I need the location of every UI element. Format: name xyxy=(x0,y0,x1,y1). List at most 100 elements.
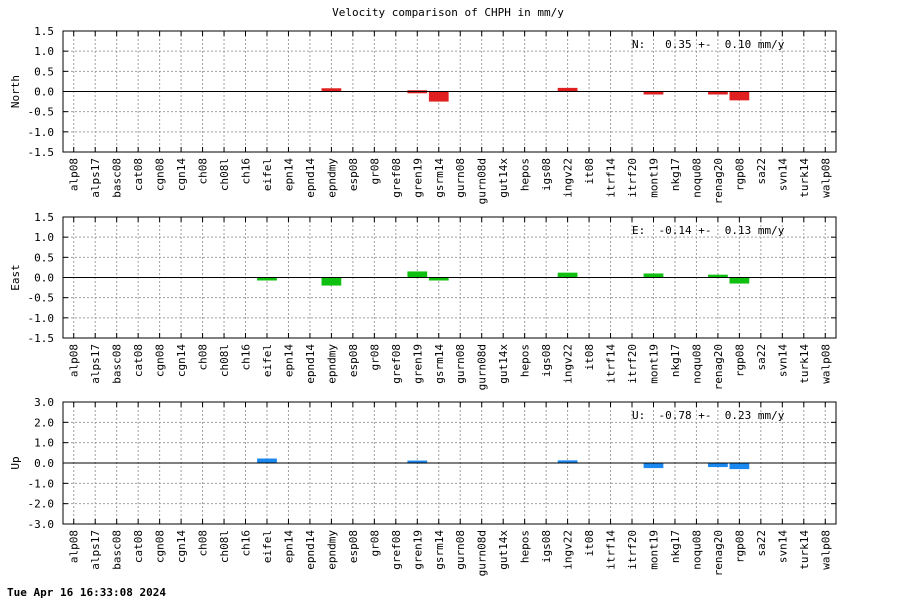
y-tick-label: 3.0 xyxy=(34,396,54,409)
bar-mont19 xyxy=(643,463,664,469)
x-tick-label-cat08: cat08 xyxy=(132,530,145,563)
velocity-annotation: E: -0.14 +- 0.13 mm/y xyxy=(632,224,785,237)
x-tick-label-gurn08d: gurn08d xyxy=(476,158,489,204)
x-tick-label-alp08: alp08 xyxy=(68,530,81,563)
bar-epndmy xyxy=(321,277,342,286)
x-tick-label-walp08: walp08 xyxy=(819,344,832,384)
y-tick-label: -0.5 xyxy=(28,106,55,119)
bar-rgp08 xyxy=(729,463,750,470)
bar-ingv22 xyxy=(557,272,578,278)
x-tick-label-walp08: walp08 xyxy=(819,158,832,198)
bar-mont19 xyxy=(643,91,664,95)
x-tick-label-gsrm14: gsrm14 xyxy=(433,530,446,570)
x-tick-label-itrf20: itrf20 xyxy=(626,530,639,570)
bar-renag20 xyxy=(708,91,728,95)
x-tick-label-hepos: hepos xyxy=(519,158,532,191)
x-tick-label-sa22: sa22 xyxy=(755,344,768,371)
x-tick-label-gurn08: gurn08 xyxy=(454,530,467,570)
x-tick-label-itrf20: itrf20 xyxy=(626,158,639,198)
y-tick-label: 0.5 xyxy=(34,251,54,264)
x-tick-label-alp08: alp08 xyxy=(68,344,81,377)
x-tick-label-epnd14: epnd14 xyxy=(304,530,317,570)
x-tick-label-alps17: alps17 xyxy=(89,344,102,384)
x-tick-label-cgn14: cgn14 xyxy=(175,530,188,563)
x-tick-label-ch16: ch16 xyxy=(240,344,253,371)
x-tick-label-epn14: epn14 xyxy=(282,530,295,563)
x-tick-label-cat08: cat08 xyxy=(132,158,145,191)
x-tick-label-noqu08: noqu08 xyxy=(690,530,703,570)
y-tick-label: -1.0 xyxy=(28,477,55,490)
x-tick-label-cat08: cat08 xyxy=(132,344,145,377)
x-tick-label-renag20: renag20 xyxy=(712,158,725,204)
x-tick-label-esp08: esp08 xyxy=(347,158,360,191)
x-tick-label-alps17: alps17 xyxy=(89,530,102,570)
x-tick-label-renag20: renag20 xyxy=(712,344,725,390)
x-tick-label-sa22: sa22 xyxy=(755,158,768,185)
x-tick-label-epndmy: epndmy xyxy=(325,344,338,384)
bar-mont19 xyxy=(643,273,664,278)
x-tick-label-it08: it08 xyxy=(583,344,596,371)
x-tick-label-ingv22: ingv22 xyxy=(562,530,575,570)
x-tick-label-cgn08: cgn08 xyxy=(154,344,167,377)
x-tick-label-cgn14: cgn14 xyxy=(175,158,188,191)
y-tick-label: -1.0 xyxy=(28,126,55,139)
x-tick-label-nkg17: nkg17 xyxy=(669,344,682,377)
y-tick-label: -1.5 xyxy=(28,146,55,159)
panel-east: -1.5 -1.0 -0.5 0.0 0.5 1.0 1.5 alp08 alps17 basc0… xyxy=(9,211,837,390)
x-tick-label-gurn08: gurn08 xyxy=(454,344,467,384)
x-tick-label-itrf14: itrf14 xyxy=(605,530,618,570)
x-tick-label-walp08: walp08 xyxy=(819,530,832,570)
x-tick-label-hepos: hepos xyxy=(519,530,532,563)
x-tick-label-rgp08: rgp08 xyxy=(733,158,746,191)
x-tick-label-eifel: eifel xyxy=(261,158,274,191)
x-tick-label-esp08: esp08 xyxy=(347,344,360,377)
x-tick-label-alp08: alp08 xyxy=(68,158,81,191)
x-tick-label-turk14: turk14 xyxy=(798,344,811,384)
x-tick-label-eifel: eifel xyxy=(261,344,274,377)
y-tick-label: 1.5 xyxy=(34,25,54,38)
y-tick-label: 0.5 xyxy=(34,65,54,78)
x-tick-label-hepos: hepos xyxy=(519,344,532,377)
x-tick-label-gref08: gref08 xyxy=(390,530,403,570)
x-tick-label-mont19: mont19 xyxy=(647,158,660,198)
y-tick-label: -1.5 xyxy=(28,332,55,345)
x-tick-label-esp08: esp08 xyxy=(347,530,360,563)
x-tick-label-itrf14: itrf14 xyxy=(605,344,618,384)
x-tick-label-gren19: gren19 xyxy=(411,344,424,384)
y-tick-label: 0.0 xyxy=(34,86,54,99)
x-tick-label-alps17: alps17 xyxy=(89,158,102,198)
x-tick-label-ch16: ch16 xyxy=(240,158,253,185)
bar-rgp08 xyxy=(729,91,750,101)
x-tick-label-gref08: gref08 xyxy=(390,344,403,384)
x-tick-label-gurn08d: gurn08d xyxy=(476,530,489,576)
bar-renag20 xyxy=(708,274,728,278)
x-tick-label-epndmy: epndmy xyxy=(325,530,338,570)
x-tick-label-gurn08d: gurn08d xyxy=(476,344,489,390)
x-tick-label-igs08: igs08 xyxy=(540,344,553,377)
x-tick-label-renag20: renag20 xyxy=(712,530,725,576)
x-tick-label-nkg17: nkg17 xyxy=(669,530,682,563)
x-tick-label-gsrm14: gsrm14 xyxy=(433,158,446,198)
x-tick-label-cgn14: cgn14 xyxy=(175,344,188,377)
x-tick-label-gr08: gr08 xyxy=(368,530,381,557)
x-tick-label-rgp08: rgp08 xyxy=(733,530,746,563)
bar-eifel xyxy=(257,277,277,281)
x-tick-label-ch08l: ch08l xyxy=(218,530,231,563)
velocity-annotation: U: -0.78 +- 0.23 mm/y xyxy=(632,409,785,422)
x-tick-label-mont19: mont19 xyxy=(647,530,660,570)
x-tick-label-eifel: eifel xyxy=(261,530,274,563)
y-tick-label: 0.0 xyxy=(34,272,54,285)
bar-gren19 xyxy=(407,460,428,464)
chart-title: Velocity comparison of CHPH in mm/y xyxy=(332,6,564,19)
x-tick-label-ch08l: ch08l xyxy=(218,344,231,377)
x-tick-label-noqu08: noqu08 xyxy=(690,158,703,198)
x-tick-label-turk14: turk14 xyxy=(798,158,811,198)
x-tick-label-turk14: turk14 xyxy=(798,530,811,570)
y-tick-label: -2.0 xyxy=(28,498,55,511)
x-tick-label-cgn08: cgn08 xyxy=(154,158,167,191)
velocity-annotation: N: 0.35 +- 0.10 mm/y xyxy=(632,38,785,51)
x-tick-label-ingv22: ingv22 xyxy=(562,344,575,384)
x-tick-label-ch08l: ch08l xyxy=(218,158,231,191)
x-tick-label-it08: it08 xyxy=(583,530,596,557)
